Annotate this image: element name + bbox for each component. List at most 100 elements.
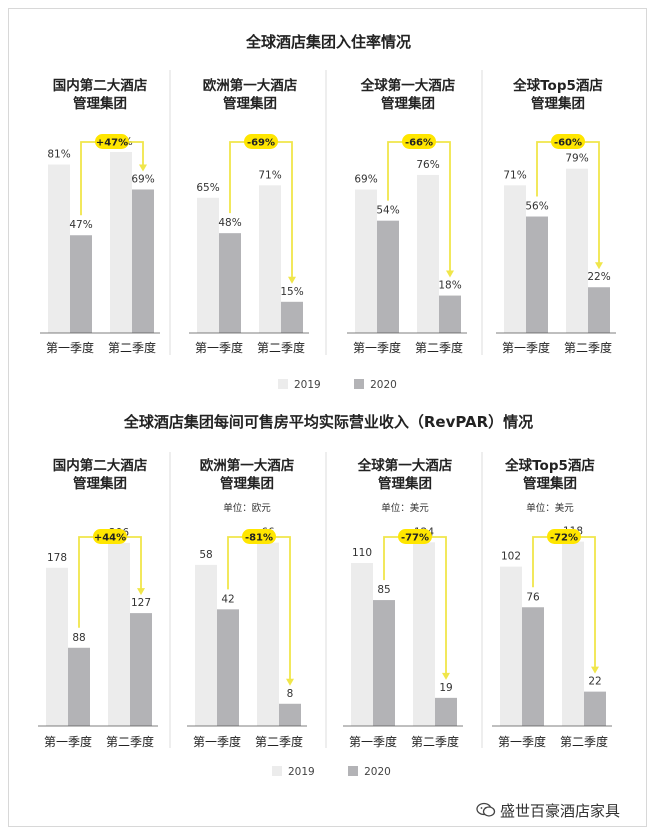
bar-2019 [259, 185, 281, 333]
legend-swatch-2020 [348, 766, 359, 776]
bar-2020 [522, 607, 544, 726]
bar-2020 [70, 235, 92, 333]
change-badge-label: -66% [405, 138, 433, 149]
category-label: 第二季度 [106, 734, 154, 749]
bar-2019 [562, 541, 584, 726]
bar-2019 [46, 567, 68, 726]
data-label: 69% [131, 173, 154, 185]
change-badge [551, 134, 585, 149]
bar-2019 [355, 189, 377, 333]
bar-2019 [195, 564, 217, 726]
category-label: 第一季度 [498, 734, 546, 749]
change-badge [242, 529, 276, 544]
change-badge [402, 134, 436, 149]
panel-title: 全球Top5酒店 管理集团 [488, 77, 628, 113]
data-label: 71% [258, 169, 281, 181]
change-badge [93, 529, 127, 544]
section-title-revpar: 全球酒店集团每间可售房平均实际营业收入（RevPAR）情况 [123, 413, 534, 431]
change-arrow-head [442, 672, 450, 680]
legend-item-2020: 2020 [348, 766, 391, 778]
panel-title-line: 欧洲第一大酒店 [199, 458, 295, 474]
legend: 2019 2020 [278, 379, 427, 391]
bar-2020 [373, 600, 395, 726]
data-label: 42 [221, 593, 234, 605]
wechat-icon [476, 802, 496, 818]
data-label: 102 [501, 551, 521, 563]
category-label: 第二季度 [415, 340, 463, 355]
panel-title-line: 国内第二大酒店 [52, 78, 148, 94]
bar-2020 [132, 189, 154, 333]
bar-2020 [217, 609, 239, 726]
data-label: 79% [565, 153, 588, 165]
data-label: 71% [503, 169, 526, 181]
change-badge-label: -81% [245, 533, 273, 544]
data-label: 22 [588, 676, 601, 688]
panel-title: 国内第二大酒店 管理集团 [30, 457, 170, 493]
panel-title: 国内第二大酒店 管理集团 [30, 77, 170, 113]
section-title-occupancy: 全球酒店集团入住率情况 [245, 33, 411, 51]
bar-2019 [566, 168, 588, 333]
bar-2020 [281, 301, 303, 333]
bar-2019 [413, 542, 435, 726]
change-arrow-head [446, 270, 454, 278]
category-label: 第二季度 [257, 340, 305, 355]
change-badge-label: -72% [550, 533, 578, 544]
change-badge-label: +44% [94, 533, 126, 544]
bar-2020 [130, 613, 152, 726]
bar-2020 [439, 295, 461, 333]
panel-title-line: 管理集团 [73, 476, 127, 492]
data-label: 110 [352, 547, 372, 559]
bar-2020 [377, 220, 399, 333]
data-label: 127 [131, 597, 151, 609]
legend-item-2019: 2019 [272, 766, 315, 778]
bar-2020 [435, 697, 457, 726]
change-arrow-head [595, 262, 603, 270]
unit-label: 单位：美元 [381, 503, 429, 514]
data-label: 85 [377, 584, 390, 596]
panel-title-line: 全球Top5酒店 [513, 78, 603, 94]
data-label: 22% [587, 271, 610, 283]
data-label: 65% [196, 182, 219, 194]
category-label: 第一季度 [195, 340, 243, 355]
unit-label: 单位：欧元 [223, 503, 271, 514]
bar-2019 [351, 563, 373, 726]
data-label: 54% [376, 205, 399, 217]
change-badge [95, 134, 129, 149]
panel-title-line: 国内第二大酒店 [52, 458, 148, 474]
panel-title-line: 管理集团 [73, 96, 127, 112]
panel-title-line: 全球Top5酒店 [505, 458, 595, 474]
bar-2019 [500, 566, 522, 726]
panel-title-line: 全球第一大酒店 [357, 458, 453, 474]
unit-label: 单位：美元 [526, 503, 574, 514]
legend-swatch-2020 [354, 379, 365, 389]
change-arrow-head [137, 588, 145, 596]
category-label: 第一季度 [46, 340, 94, 355]
panel-title-line: 管理集团 [378, 476, 432, 492]
category-label: 第一季度 [502, 340, 550, 355]
panel-title-line: 管理集团 [381, 96, 435, 112]
bar-2019 [257, 542, 279, 726]
watermark-text: 盛世百豪酒店家具 [500, 802, 621, 820]
legend-label: 2019 [294, 379, 321, 391]
change-badge-label: -69% [247, 138, 275, 149]
bar-2019 [110, 152, 132, 333]
data-label: 15% [280, 286, 303, 298]
change-badge-label: -77% [401, 533, 429, 544]
legend: 2019 2020 [272, 766, 421, 778]
bar-2020 [526, 216, 548, 333]
panel-title-line: 管理集团 [220, 476, 274, 492]
bar-2019 [48, 164, 70, 333]
panel-title-line: 欧洲第一大酒店 [202, 78, 298, 94]
data-label: 76% [416, 159, 439, 171]
category-label: 第一季度 [44, 734, 92, 749]
category-label: 第二季度 [108, 340, 156, 355]
category-label: 第一季度 [193, 734, 241, 749]
legend-swatch-2019 [272, 766, 282, 776]
data-label: 8 [287, 688, 294, 700]
change-badge [398, 529, 432, 544]
change-badge [547, 529, 581, 544]
legend-item-2020: 2020 [354, 379, 397, 391]
figure-frame [8, 8, 647, 827]
panel-title-line: 管理集团 [531, 96, 585, 112]
legend-label: 2019 [288, 766, 315, 778]
